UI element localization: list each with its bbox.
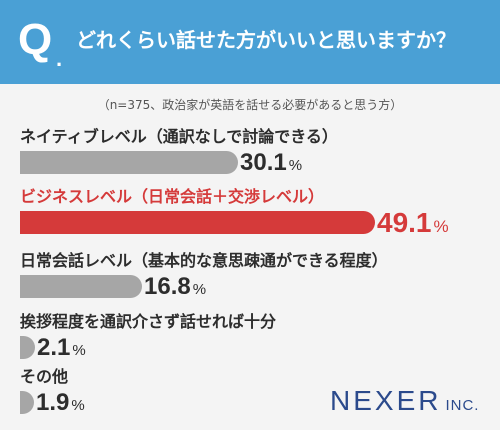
bar	[20, 151, 238, 174]
value-number: 49.1	[377, 207, 432, 238]
chart-item: 日常会話レベル（基本的な意思疎通ができる程度） 16.8%	[20, 250, 490, 302]
brand-suffix: INC.	[445, 397, 480, 414]
chart-item: ビジネスレベル（日常会話＋交渉レベル） 49.1%	[20, 186, 490, 238]
category-label: その他	[20, 367, 69, 386]
bar-row: 1.9%	[20, 388, 490, 418]
bar-row: 49.1%	[20, 208, 490, 238]
bar	[20, 211, 375, 234]
value-unit: %	[71, 397, 85, 414]
bar-row: 16.8%	[20, 272, 490, 302]
value-unit: %	[192, 281, 207, 298]
question-header: Q . どれくらい話せた方がいいと思いますか？	[0, 0, 500, 84]
value-label: 30.1%	[240, 148, 302, 181]
value-unit: %	[288, 157, 303, 174]
bar-row: 30.1%	[20, 148, 490, 178]
value-label: 2.1%	[37, 333, 86, 366]
respondents-note: （n=375、政治家が英語を話せる必要があると思う方）	[97, 98, 403, 112]
category-label: ビジネスレベル（日常会話＋交渉レベル）	[20, 187, 325, 206]
value-number: 30.1	[240, 149, 287, 176]
category-label: 日常会話レベル（基本的な意思疎通ができる程度）	[20, 251, 388, 270]
value-number: 2.1	[37, 334, 71, 361]
q-mark: Q	[18, 15, 53, 64]
question-text: どれくらい話せた方がいいと思いますか？	[76, 28, 456, 52]
value-unit: %	[72, 342, 86, 359]
bar	[20, 391, 34, 414]
value-number: 16.8	[144, 273, 191, 300]
brand-logo: NEXER INC.	[330, 385, 479, 422]
value-number: 1.9	[36, 389, 70, 416]
value-unit: %	[433, 217, 449, 236]
q-dot: .	[56, 46, 63, 71]
category-label: ネイティブレベル（通訳なしで討論できる）	[20, 127, 338, 146]
bar	[20, 336, 35, 359]
value-label: 16.8%	[144, 272, 206, 305]
chart-item: ネイティブレベル（通訳なしで討論できる） 30.1%	[20, 126, 490, 178]
category-label: 挨拶程度を通訳介さず話せれば十分	[20, 312, 277, 331]
chart-item: 挨拶程度を通訳介さず話せれば十分 2.1%	[20, 311, 490, 363]
bar	[20, 275, 142, 298]
brand-name: NEXER	[330, 385, 442, 416]
bar-row: 2.1%	[20, 333, 490, 363]
value-label: 1.9%	[36, 388, 85, 421]
chart-item: その他 1.9%	[20, 366, 490, 418]
value-label: 49.1%	[377, 208, 449, 242]
